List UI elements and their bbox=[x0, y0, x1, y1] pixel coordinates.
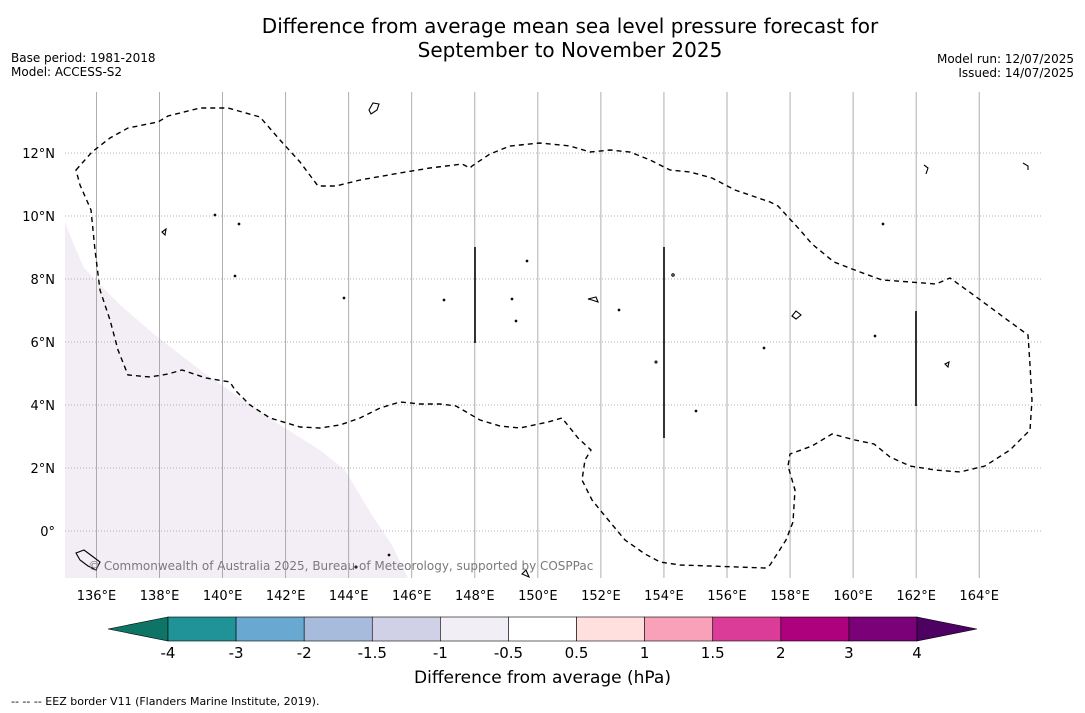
colorbar-high-extension bbox=[916, 616, 978, 642]
colorbar-tick-label: 0.5 bbox=[565, 644, 589, 662]
colorbar-tick-label: -2 bbox=[297, 644, 312, 662]
below-average-shading bbox=[65, 222, 408, 578]
longitude-label: 148°E bbox=[455, 589, 495, 604]
latitude-label: 4°N bbox=[31, 399, 56, 414]
colorbar-tick-label: -1.5 bbox=[358, 644, 387, 662]
longitude-label: 164°E bbox=[959, 589, 999, 604]
longitude-label: 160°E bbox=[833, 589, 873, 604]
colorbar-segment bbox=[440, 616, 509, 642]
model-run: Model run: 12/07/2025 bbox=[936, 52, 1074, 66]
colorbar-tick-label: 4 bbox=[912, 644, 922, 662]
colorbar-tick-label: 1 bbox=[640, 644, 650, 662]
colorbar-segment bbox=[576, 616, 645, 642]
island-outlines bbox=[75, 102, 1029, 579]
colorbar-segment bbox=[303, 616, 373, 642]
latitude-label: 12°N bbox=[22, 147, 55, 162]
colorbar-segment bbox=[780, 616, 850, 642]
longitude-label: 162°E bbox=[896, 589, 936, 604]
run-info: Model run: 12/07/2025 Issued: 14/07/2025 bbox=[937, 52, 1074, 80]
latitude-label: 6°N bbox=[31, 336, 56, 351]
colorbar-label: Difference from average (hPa) bbox=[414, 668, 671, 688]
latitude-label: 10°N bbox=[22, 210, 55, 225]
longitude-label: 158°E bbox=[770, 589, 810, 604]
issued-date: Issued: 14/07/2025 bbox=[958, 66, 1074, 80]
colorbar-segment bbox=[371, 616, 441, 642]
graticule bbox=[65, 92, 1042, 578]
colorbar-low-extension bbox=[107, 616, 169, 642]
colorbar-segment bbox=[508, 616, 577, 642]
longitude-label: 150°E bbox=[518, 589, 558, 604]
map-title: Difference from average mean sea level p… bbox=[0, 14, 1085, 62]
title-line-1: Difference from average mean sea level p… bbox=[261, 14, 879, 38]
longitude-label: 154°E bbox=[644, 589, 684, 604]
colorbar-segment bbox=[235, 616, 305, 642]
colorbar-tick-label: -1 bbox=[433, 644, 448, 662]
title-line-2: September to November 2025 bbox=[417, 38, 723, 62]
longitude-label: 136°E bbox=[77, 589, 117, 604]
latitude-labels: 12°N 10°N 8°N 6°N 4°N 2°N 0° bbox=[22, 147, 55, 540]
longitude-label: 152°E bbox=[581, 589, 621, 604]
colorbar-tick-label: -4 bbox=[161, 644, 176, 662]
colorbar-segment bbox=[712, 616, 782, 642]
latitude-label: 0° bbox=[40, 525, 55, 540]
colorbar-tick-label: 3 bbox=[844, 644, 854, 662]
colorbar-tick-label: -0.5 bbox=[494, 644, 523, 662]
copyright-notice: © Commonwealth of Australia 2025, Bureau… bbox=[88, 559, 593, 573]
colorbar-tick-label: -3 bbox=[229, 644, 244, 662]
longitude-labels: 136°E 138°E 140°E 142°E 144°E 146°E 148°E 150°E… bbox=[77, 589, 999, 604]
latitude-label: 2°N bbox=[31, 462, 56, 477]
colorbar-segment bbox=[848, 616, 918, 642]
longitude-label: 138°E bbox=[140, 589, 180, 604]
base-info: Base period: 1981-2018 Model: ACCESS-S2 bbox=[11, 51, 156, 79]
eez-border bbox=[75, 107, 1033, 569]
colorbar-segment bbox=[644, 616, 714, 642]
latitude-label: 8°N bbox=[31, 273, 56, 288]
colorbar-tick-label: 1.5 bbox=[701, 644, 725, 662]
colorbar: -4 -3 -2 -1.5 -1 -0.5 0.5 1 1.5 2 3 4 bbox=[107, 616, 978, 662]
longitude-label: 156°E bbox=[707, 589, 747, 604]
longitude-label: 146°E bbox=[392, 589, 432, 604]
colorbar-segment bbox=[167, 616, 237, 642]
longitude-label: 140°E bbox=[203, 589, 243, 604]
colorbar-tick-label: 2 bbox=[776, 644, 786, 662]
base-period: Base period: 1981-2018 bbox=[11, 51, 156, 65]
eez-footnote: -- -- -- EEZ border V11 (Flanders Marine… bbox=[11, 695, 320, 708]
pressure-shading bbox=[65, 222, 408, 578]
model-name: Model: ACCESS-S2 bbox=[11, 65, 123, 79]
longitude-label: 142°E bbox=[266, 589, 306, 604]
longitude-label: 144°E bbox=[329, 589, 369, 604]
domain-boundary-lines bbox=[474, 247, 917, 438]
